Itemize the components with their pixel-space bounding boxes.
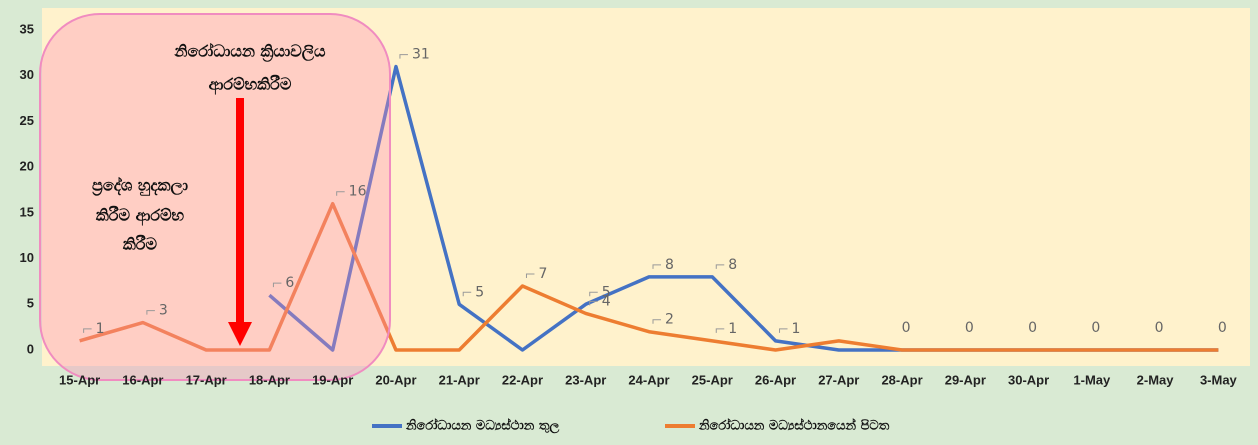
y-tick-label: 5 (27, 296, 34, 311)
x-tick-label: 2-May (1137, 372, 1175, 387)
x-tick-label: 3-May (1200, 372, 1238, 387)
label-leader (272, 282, 282, 288)
data-label: 1 (96, 321, 105, 337)
label-leader (525, 273, 535, 278)
x-tick-label: 29-Apr (945, 372, 986, 387)
data-label: 0 (1091, 320, 1100, 336)
x-tick-label: 28-Apr (881, 372, 922, 387)
label-leader (589, 291, 598, 297)
y-tick-label: 25 (20, 113, 34, 128)
data-label: 5 (475, 284, 484, 300)
y-tick-label: 10 (20, 250, 34, 265)
data-label: 6 (285, 275, 294, 291)
data-label: 3 (159, 303, 168, 319)
label-leader (779, 328, 788, 333)
data-label: 2 (665, 312, 674, 328)
label-leader (652, 264, 661, 269)
legend-label: නිරෝධායන මධ්‍යස්ථාන තුල (405, 416, 559, 434)
data-label: 1 (792, 321, 801, 337)
y-tick-label: 0 (27, 341, 34, 356)
x-tick-label: 25-Apr (692, 372, 733, 387)
data-label: 7 (538, 266, 547, 282)
x-tick-label: 15-Apr (59, 372, 100, 387)
y-tick-label: 35 (20, 21, 34, 36)
data-label: 0 (965, 320, 974, 336)
x-tick-label: 21-Apr (439, 372, 480, 387)
data-label: 0 (902, 320, 911, 336)
highlight-region (39, 13, 391, 381)
x-tick-label: 24-Apr (628, 372, 669, 387)
annotation: කිරීම ආරම්භ (96, 206, 185, 227)
label-leader (83, 328, 92, 333)
data-label: 4 (602, 293, 611, 309)
data-label: 0 (1155, 320, 1164, 336)
x-tick-label: 26-Apr (755, 372, 796, 387)
annotation: ආරම්භකිරීම (209, 75, 292, 96)
y-tick-label: 15 (20, 204, 34, 219)
series-line (79, 201, 1219, 352)
data-label: 31 (412, 47, 430, 63)
legend-label: නිරෝධායන මධ්‍යස්ථානයෙන් පිටත (698, 416, 890, 433)
data-label: 16 (349, 184, 367, 200)
x-tick-label: 1-May (1073, 372, 1111, 387)
x-tick-label: 30-Apr (1008, 372, 1049, 387)
x-tick-label: 16-Apr (122, 372, 163, 387)
data-label: 0 (1028, 320, 1037, 336)
label-leader (715, 328, 725, 333)
x-tick-label: 19-Apr (312, 372, 353, 387)
annotation: නිරෝධායන ක්‍රියාවලිය (174, 42, 326, 63)
label-leader (652, 319, 661, 324)
data-label: 1 (728, 321, 737, 337)
data-label: 5 (602, 284, 611, 300)
y-tick-label: 20 (20, 159, 34, 174)
data-label: 8 (665, 257, 674, 273)
label-leader (462, 291, 472, 297)
x-tick-label: 20-Apr (375, 372, 416, 387)
arrow-head (228, 322, 252, 346)
y-tick-label: 30 (20, 67, 34, 82)
label-leader (336, 191, 345, 196)
data-label: 8 (728, 257, 737, 273)
x-tick-label: 22-Apr (502, 372, 543, 387)
annotation: ප්‍රදේශ හුදකලා (92, 176, 188, 197)
data-label: 0 (1218, 320, 1227, 336)
annotation: කිරීම (123, 235, 158, 254)
label-leader (589, 300, 598, 306)
x-tick-label: 27-Apr (818, 372, 859, 387)
x-tick-label: 23-Apr (565, 372, 606, 387)
x-tick-label: 18-Apr (249, 372, 290, 387)
label-leader (715, 264, 725, 269)
x-tick-label: 17-Apr (186, 372, 227, 387)
label-leader (146, 310, 155, 315)
label-leader (399, 54, 408, 59)
